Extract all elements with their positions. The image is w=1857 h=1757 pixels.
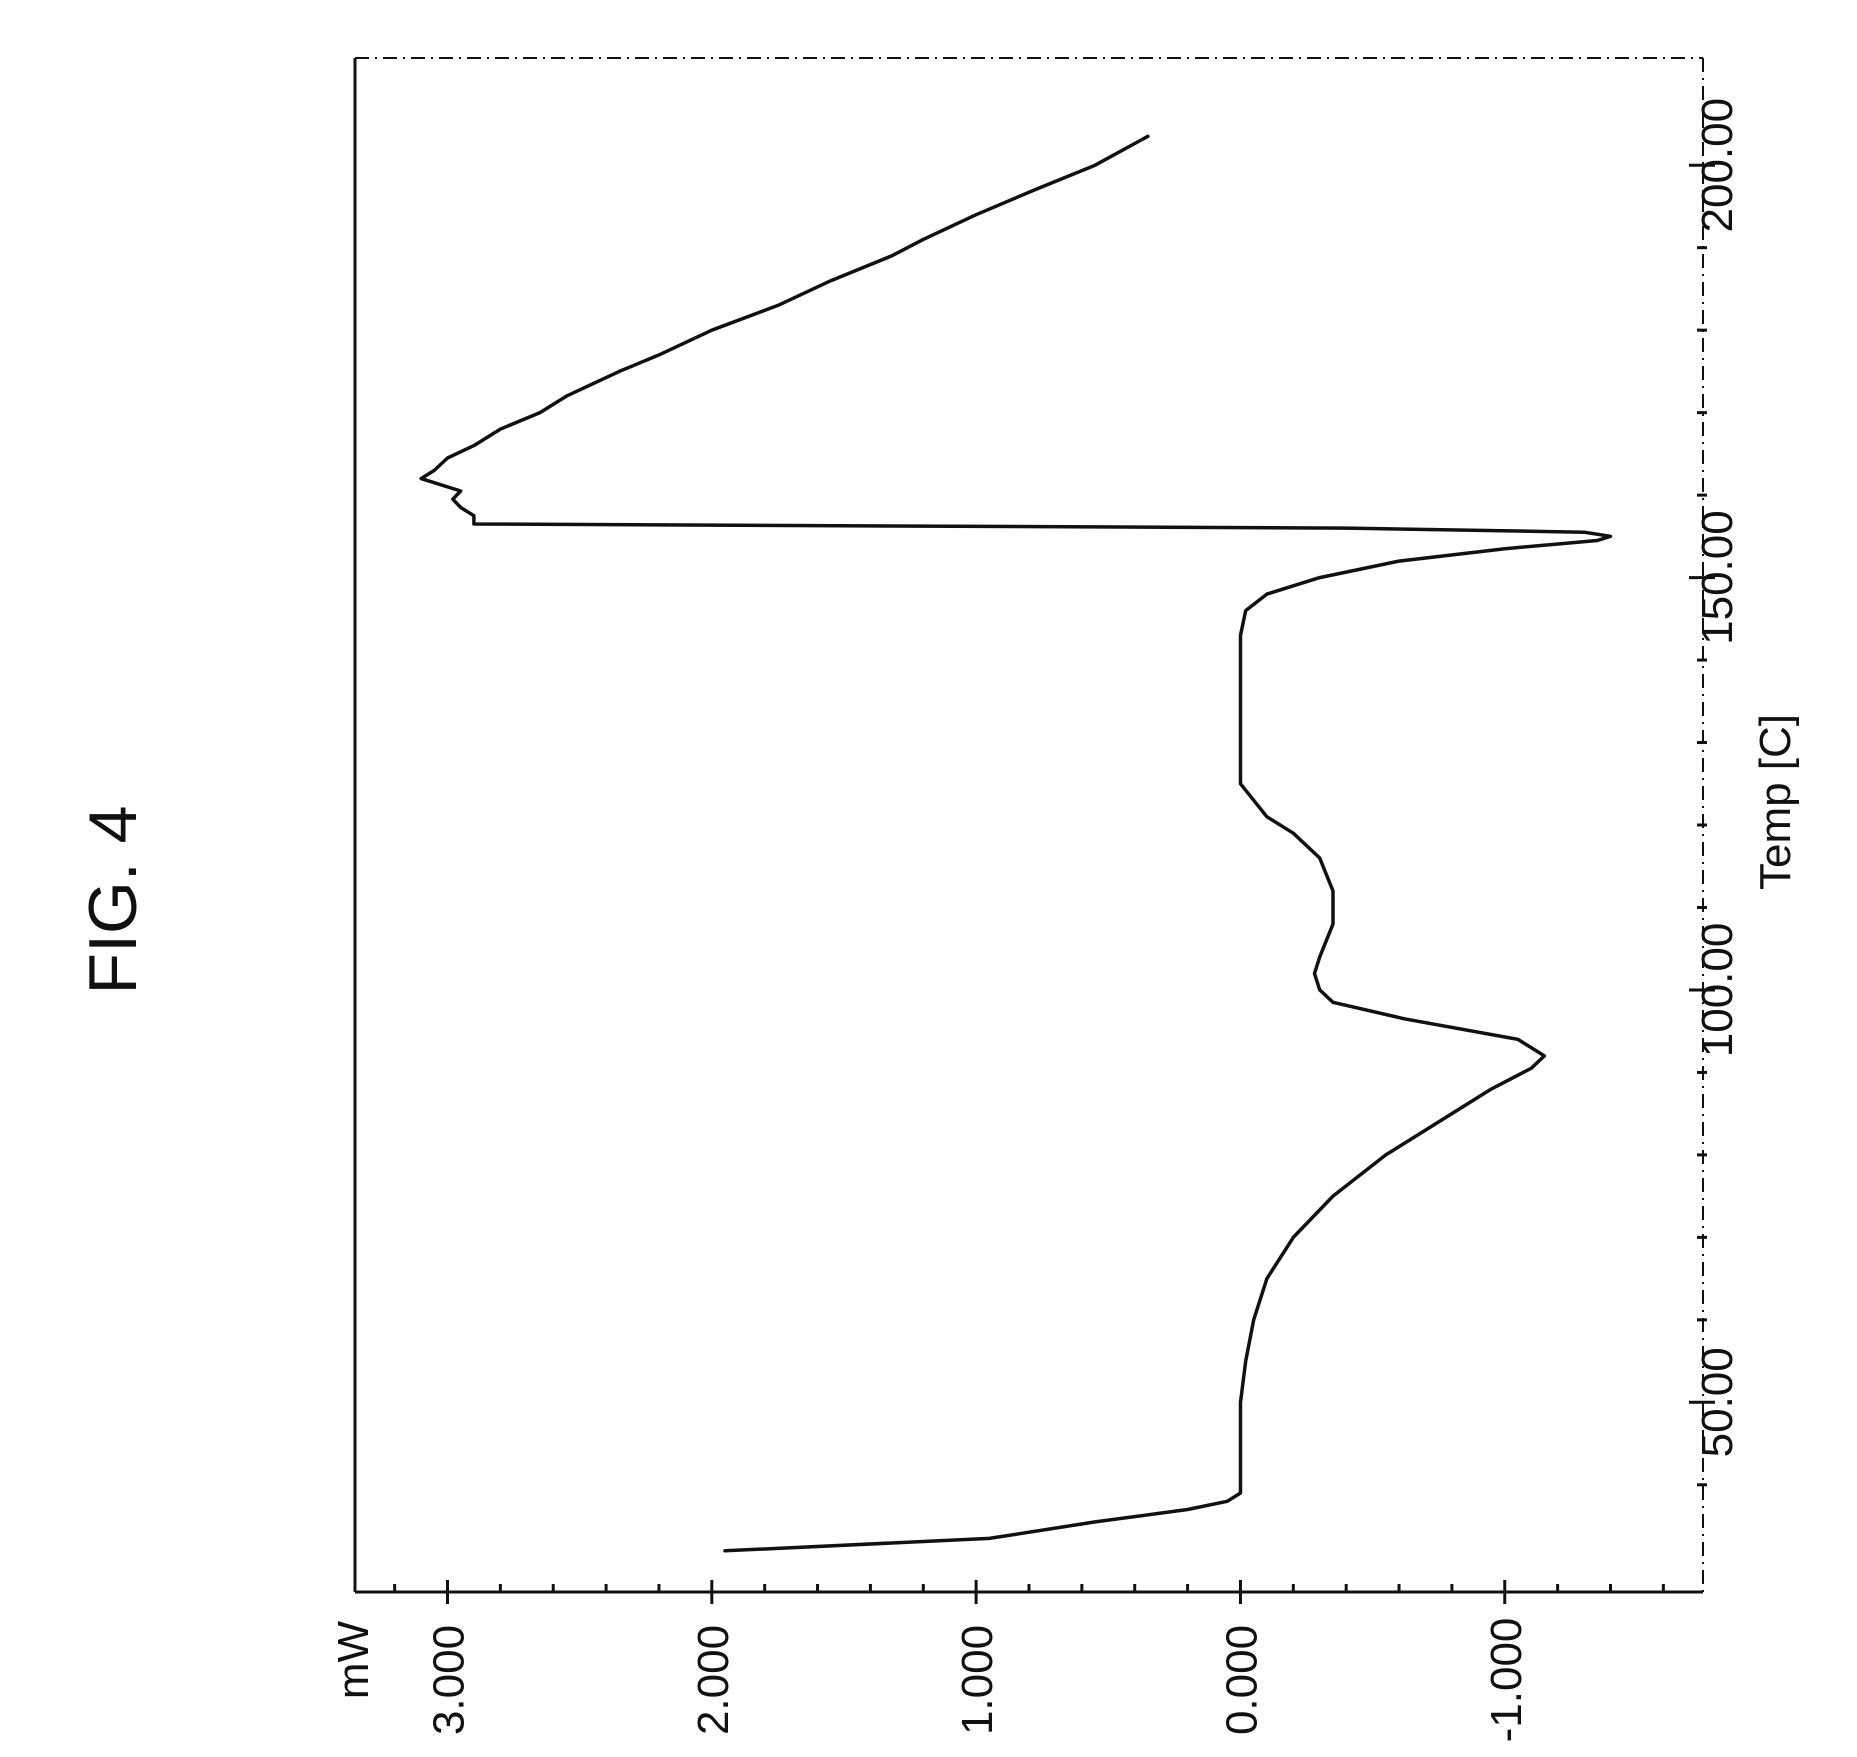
x-tick-label: 50.00 — [1693, 1347, 1742, 1457]
x-tick-label: 150.00 — [1693, 510, 1742, 645]
y-tick-label: 3.000 — [425, 1625, 474, 1735]
figure-label: FIG. 4 — [75, 806, 151, 995]
series-line — [419, 134, 1613, 1553]
series-lines — [419, 134, 1613, 1553]
x-tick-label: 100.00 — [1693, 923, 1742, 1058]
x-tick-label: 200.00 — [1693, 98, 1742, 233]
plot-frame — [353, 57, 1704, 1594]
y-axis-ticks: 3.000 2.000 1.000 0.000 -1.000 — [393, 1580, 1665, 1743]
y-axis-title: mW — [329, 1620, 378, 1699]
x-axis-ticks: 50.00 100.00 150.00 200.00 — [1689, 98, 1742, 1487]
x-axis-title: Temp [C] — [1751, 714, 1800, 890]
y-tick-label: 0.000 — [1217, 1625, 1266, 1735]
y-tick-label: 2.000 — [689, 1625, 738, 1735]
y-tick-label: 1.000 — [953, 1625, 1002, 1735]
y-tick-label: -1.000 — [1482, 1618, 1531, 1743]
